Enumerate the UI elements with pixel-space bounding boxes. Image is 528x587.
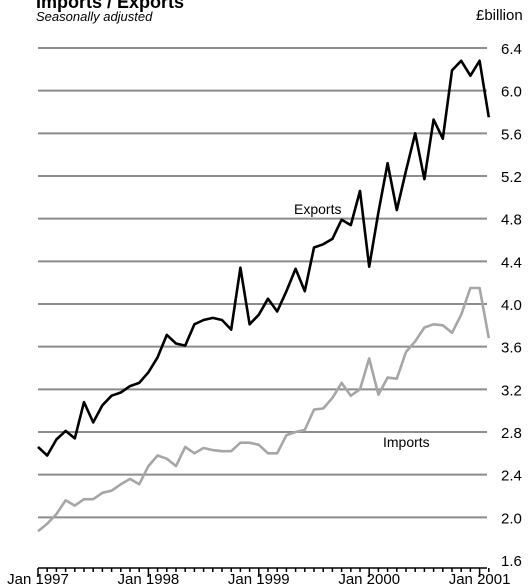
x-tick-label: Jan 1999 — [228, 571, 290, 587]
y-tick-label: 3.2 — [501, 382, 522, 399]
y-tick-label: 4.0 — [501, 297, 522, 314]
y-axis-tick-labels: 6.4 6.0 5.6 5.2 4.8 4.4 4.0 3.6 3.2 2.8 2.4 2.0 1.6 — [501, 41, 522, 570]
series-label-imports: Imports — [383, 434, 430, 450]
y-tick-label: 6.4 — [501, 41, 522, 58]
chart-title: Imports / Exports — [36, 0, 184, 12]
y-tick-label: 2.0 — [501, 510, 522, 527]
y-tick-label: 2.4 — [501, 468, 522, 485]
y-tick-label: 6.0 — [501, 84, 522, 101]
y-tick-label: 3.6 — [501, 340, 522, 357]
series-line-exports — [37, 59, 491, 457]
chart-subtitle: Seasonally adjusted — [36, 9, 153, 24]
y-tick-label: 5.2 — [501, 169, 522, 186]
y-tick-label: 4.8 — [501, 212, 522, 229]
x-tick-label: Jan 2001 — [449, 571, 511, 587]
series-label-exports: Exports — [294, 201, 341, 217]
series-line-imports — [37, 286, 491, 533]
x-tick-label: Jan 2000 — [338, 571, 400, 587]
x-tick-label: Jan 1997 — [7, 571, 69, 587]
unit-label: £billion — [476, 7, 523, 24]
y-tick-label: 2.8 — [501, 425, 522, 442]
series-lines — [37, 59, 491, 533]
x-axis: Jan 1997 Jan 1998 Jan 1999 Jan 2000 Jan 2001 — [7, 567, 511, 587]
y-tick-label: 1.6 — [501, 553, 522, 570]
y-tick-label: 5.6 — [501, 126, 522, 143]
x-tick-label: Jan 1998 — [118, 571, 180, 587]
gridlines — [38, 47, 487, 519]
y-tick-label: 4.4 — [501, 254, 522, 271]
